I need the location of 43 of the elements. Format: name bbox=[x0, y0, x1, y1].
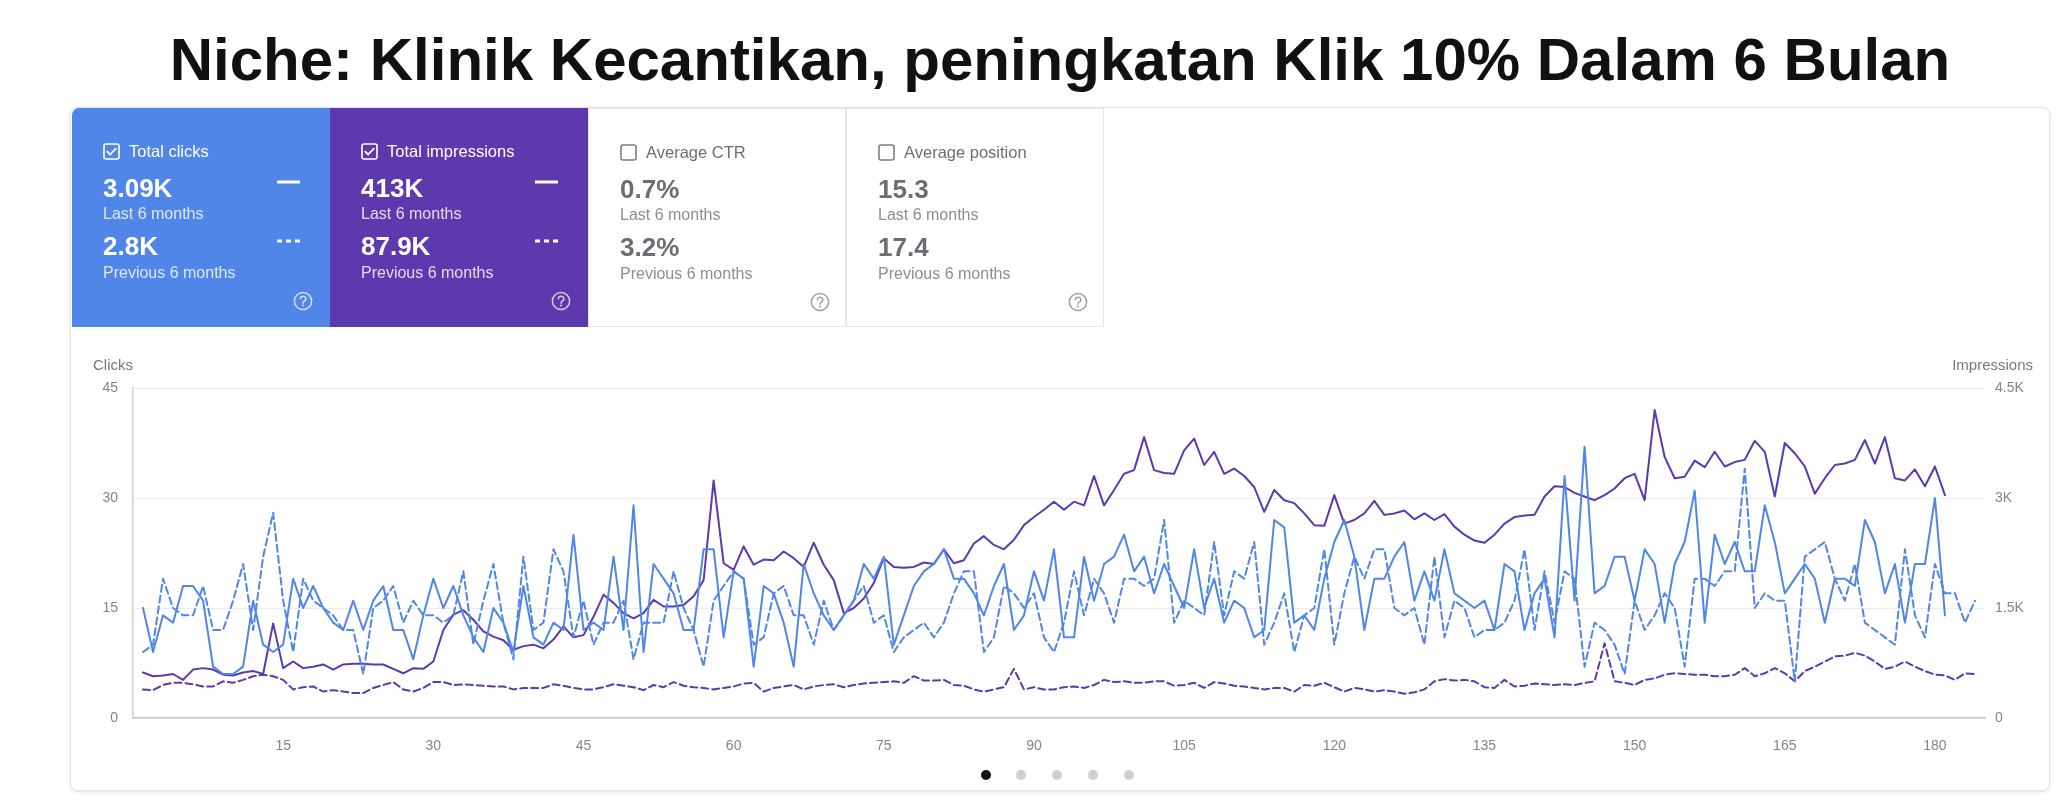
text: 87.9K bbox=[361, 231, 431, 261]
x-tick-label: 90 bbox=[1026, 737, 1042, 754]
text: 3.09K bbox=[103, 173, 173, 203]
y-tick-label: 0 bbox=[110, 708, 119, 725]
y-tick-label: 15 bbox=[102, 598, 119, 615]
chart-title: Niche: Klinik Kecantikan, peningkatan Klik 10% Dalam 6 Bulan bbox=[168, 26, 1952, 93]
y2-axis-title: Impressions bbox=[1952, 356, 2033, 374]
x-tick-label: 60 bbox=[725, 737, 742, 754]
x-tick-label: 75 bbox=[876, 737, 892, 754]
x-tick-label: 105 bbox=[1172, 737, 1197, 754]
text: Last 6 months bbox=[878, 205, 979, 223]
text: Average CTR bbox=[646, 142, 746, 161]
text: Previous 6 months bbox=[878, 264, 1011, 282]
y2-tick-label: 0 bbox=[1995, 708, 2003, 725]
text: Previous 6 months bbox=[620, 264, 753, 282]
x-tick-label: 135 bbox=[1472, 737, 1497, 754]
text: 3.2% bbox=[620, 232, 680, 262]
text: Average position bbox=[904, 142, 1027, 161]
text: Last 6 months bbox=[620, 205, 721, 223]
y-axis-title: Clicks bbox=[93, 356, 133, 374]
x-tick-label: 45 bbox=[575, 737, 592, 754]
text: 2.8K bbox=[103, 231, 158, 261]
x-tick-label: 120 bbox=[1322, 737, 1347, 754]
text: 413K bbox=[361, 173, 424, 203]
text: Total impressions bbox=[387, 141, 515, 160]
x-tick-label: 15 bbox=[275, 737, 292, 754]
text: Total clicks bbox=[129, 141, 209, 160]
y-tick-label: 30 bbox=[102, 488, 119, 505]
y2-tick-label: 4.5K bbox=[1995, 378, 2025, 395]
x-tick-label: 180 bbox=[1923, 737, 1947, 754]
text: 15.3 bbox=[878, 174, 929, 204]
text: Previous 6 months bbox=[361, 263, 494, 281]
text: Previous 6 months bbox=[103, 263, 236, 281]
text: 17.4 bbox=[878, 232, 929, 262]
text: Last 6 months bbox=[361, 204, 462, 222]
x-tick-label: 150 bbox=[1622, 737, 1647, 754]
y2-tick-label: 1.5K bbox=[1995, 598, 2025, 615]
text: Last 6 months bbox=[103, 204, 204, 222]
text: 0.7% bbox=[620, 174, 680, 204]
y2-tick-label: 3K bbox=[1995, 488, 2013, 505]
x-tick-label: 165 bbox=[1773, 737, 1797, 754]
x-tick-label: 30 bbox=[425, 737, 442, 754]
y-tick-label: 45 bbox=[102, 378, 119, 395]
